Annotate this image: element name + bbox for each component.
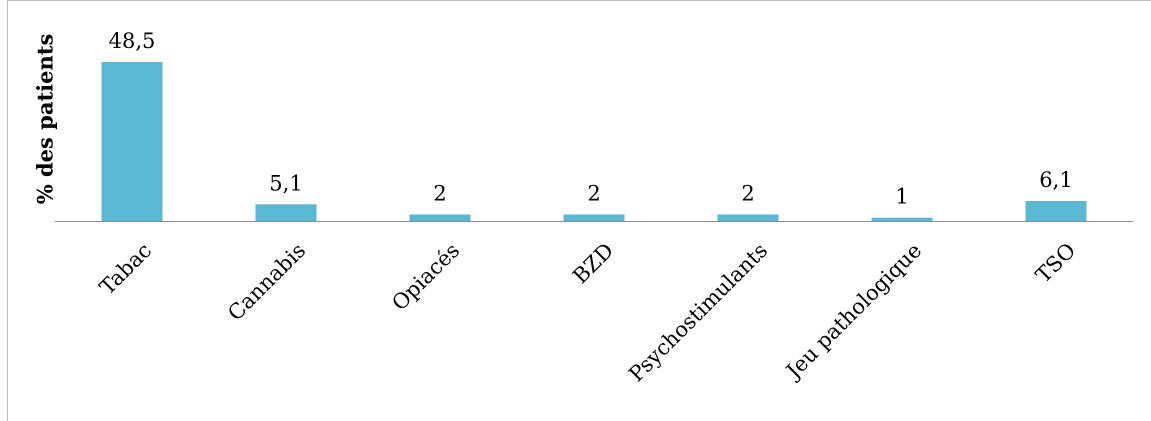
- x-tick-label-0: Tabac: [95, 238, 156, 299]
- data-label-3: 2: [587, 181, 600, 205]
- x-tick-label-6: TSO: [1031, 238, 1080, 287]
- data-label-1: 5,1: [269, 171, 302, 195]
- bar-6: [1025, 201, 1087, 221]
- x-tick-label-4: Psychostimulants: [624, 238, 772, 386]
- bar-0: [101, 62, 163, 221]
- bar-4: [717, 214, 779, 221]
- bar-3: [563, 214, 625, 221]
- x-tick-label-5: Jeu pathologique: [780, 238, 926, 384]
- data-label-4: 2: [741, 181, 754, 205]
- data-label-6: 6,1: [1039, 168, 1072, 192]
- x-tick-label-3: BZD: [568, 238, 618, 288]
- data-labels-group: 48,5 5,1 2 2 2 1 6,1: [109, 29, 1073, 209]
- data-label-5: 1: [895, 185, 908, 209]
- y-axis-title: % des patients: [33, 34, 58, 205]
- data-label-0: 48,5: [109, 29, 156, 53]
- x-tick-labels-group: Tabac Cannabis Opiacés BZD Psychostimulants J…: [95, 238, 1080, 386]
- bar-5: [871, 217, 933, 221]
- bars-group: [101, 62, 1087, 221]
- x-tick-label-1: Cannabis: [223, 238, 310, 325]
- bar-2: [409, 214, 471, 221]
- bar-1: [255, 204, 317, 221]
- data-label-2: 2: [433, 181, 446, 205]
- x-tick-label-2: Opiacés: [387, 238, 464, 315]
